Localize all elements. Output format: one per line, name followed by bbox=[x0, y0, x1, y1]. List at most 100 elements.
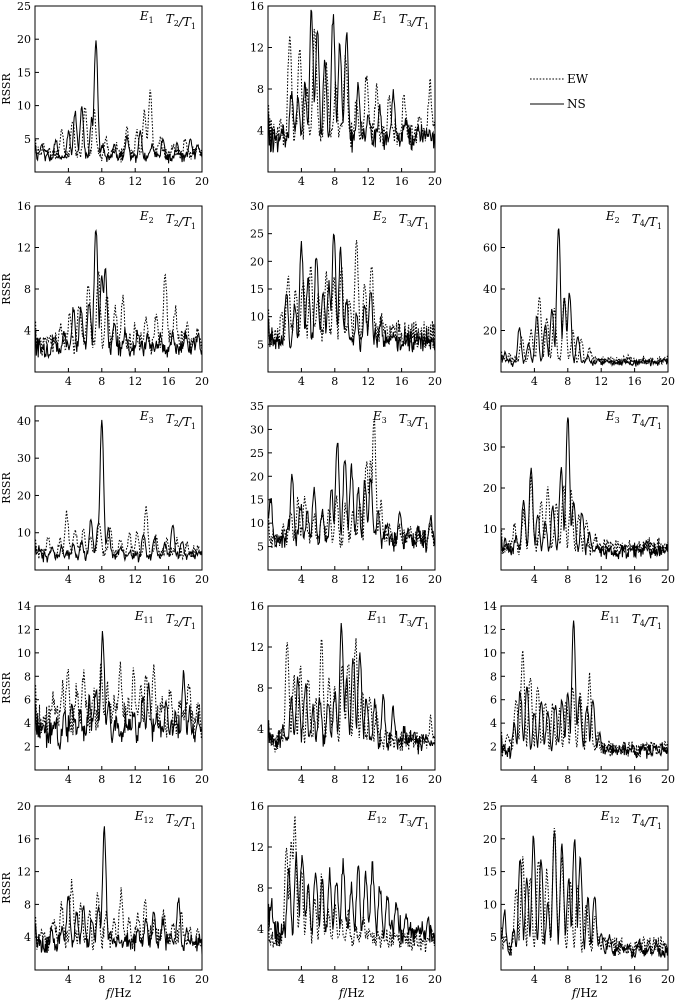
x-tick-label: 20 bbox=[428, 973, 442, 986]
legend-ns-label: NS bbox=[567, 97, 586, 111]
series-line-ew bbox=[35, 505, 203, 561]
x-tick-label: 20 bbox=[195, 773, 209, 786]
y-tick-label: 2 bbox=[24, 741, 31, 754]
series-line-ew bbox=[268, 638, 436, 753]
series-line-ns bbox=[501, 620, 669, 759]
x-tick-label: 20 bbox=[428, 573, 442, 586]
series-line-ns bbox=[501, 228, 669, 367]
x-tick-label: 16 bbox=[395, 573, 409, 586]
series-line-ns bbox=[35, 40, 203, 164]
panel-annotation: E12 T3/T1 bbox=[367, 809, 429, 831]
y-tick-label: 10 bbox=[483, 898, 497, 911]
x-tick-label: 12 bbox=[128, 773, 142, 786]
y-tick-label: 4 bbox=[257, 923, 264, 936]
y-tick-label: 35 bbox=[250, 400, 264, 413]
y-tick-label: 14 bbox=[17, 600, 31, 613]
x-tick-label: 4 bbox=[298, 773, 305, 786]
y-tick-label: 20 bbox=[483, 325, 497, 338]
y-tick-label: 5 bbox=[257, 541, 264, 554]
series-line-ns bbox=[35, 826, 203, 955]
y-tick-label: 12 bbox=[483, 623, 497, 636]
panel-annotation: E1 T2/T1 bbox=[139, 9, 196, 31]
y-tick-label: 16 bbox=[17, 833, 31, 846]
panel-annotation: E3 T3/T1 bbox=[372, 409, 429, 431]
plot-frame bbox=[34, 5, 203, 173]
legend-ew-label: EW bbox=[567, 72, 589, 86]
series-line-ew bbox=[268, 240, 436, 348]
x-tick-label: 12 bbox=[361, 573, 375, 586]
x-tick-label: 4 bbox=[531, 773, 538, 786]
x-tick-label: 4 bbox=[65, 973, 72, 986]
y-tick-label: 40 bbox=[483, 400, 497, 413]
x-tick-label: 20 bbox=[195, 973, 209, 986]
x-tick-label: 8 bbox=[98, 773, 105, 786]
y-axis-label: RSSR bbox=[0, 472, 13, 504]
y-tick-label: 10 bbox=[17, 647, 31, 660]
x-tick-label: 8 bbox=[98, 175, 105, 188]
x-tick-label: 8 bbox=[331, 375, 338, 388]
x-tick-label: 12 bbox=[128, 375, 142, 388]
series-line-ew bbox=[501, 476, 669, 558]
x-tick-label: 20 bbox=[428, 773, 442, 786]
y-tick-label: 20 bbox=[17, 489, 31, 502]
chart-panel: 2 4 6 8 10 12 14 4 8 12 16 20 E11 T4/T1 bbox=[483, 600, 675, 786]
y-tick-label: 10 bbox=[250, 517, 264, 530]
x-tick-label: 4 bbox=[298, 175, 305, 188]
y-tick-label: 20 bbox=[250, 470, 264, 483]
chart-panel: 5 10 15 20 25 30 35 4 8 12 16 20 E3 T3/T1 bbox=[250, 400, 442, 586]
x-tick-label: 12 bbox=[361, 973, 375, 986]
legend: EW NS bbox=[530, 72, 589, 111]
y-tick-label: 80 bbox=[483, 200, 497, 213]
y-tick-label: 10 bbox=[17, 527, 31, 540]
x-tick-label: 16 bbox=[162, 175, 176, 188]
x-tick-label: 20 bbox=[661, 375, 675, 388]
x-tick-label: 12 bbox=[361, 375, 375, 388]
y-tick-label: 20 bbox=[483, 482, 497, 495]
x-tick-label: 16 bbox=[628, 573, 642, 586]
x-tick-label: 20 bbox=[661, 773, 675, 786]
series-line-ew bbox=[268, 418, 436, 551]
series-line-ns bbox=[35, 630, 203, 750]
y-tick-label: 30 bbox=[483, 441, 497, 454]
x-tick-label: 16 bbox=[162, 973, 176, 986]
series-line-ew bbox=[501, 650, 669, 759]
y-tick-label: 40 bbox=[17, 415, 31, 428]
y-tick-label: 20 bbox=[17, 800, 31, 813]
panel-annotation: E3 T4/T1 bbox=[605, 409, 662, 431]
plot-frame bbox=[267, 405, 436, 571]
x-tick-label: 8 bbox=[331, 773, 338, 786]
y-tick-label: 4 bbox=[490, 717, 497, 730]
panel-annotation: E12 T4/T1 bbox=[600, 809, 662, 831]
y-tick-label: 10 bbox=[250, 311, 264, 324]
y-tick-label: 8 bbox=[24, 898, 31, 911]
series-line-ew bbox=[268, 815, 436, 953]
y-tick-label: 2 bbox=[490, 741, 497, 754]
chart-panel: 5 10 15 20 25 30 4 8 12 16 20 E2 T3/T1 bbox=[250, 200, 442, 388]
y-tick-label: 4 bbox=[24, 717, 31, 730]
y-tick-label: 10 bbox=[483, 647, 497, 660]
y-tick-label: 10 bbox=[17, 100, 31, 113]
panel-annotation: E12 T2/T1 bbox=[134, 809, 196, 831]
chart-panel: 4 8 12 16 4 8 12 16 20 E12 T3/T1 f/Hz bbox=[250, 800, 442, 1000]
series-line-ns bbox=[268, 622, 436, 755]
panel-annotation: E3 T2/T1 bbox=[139, 409, 196, 431]
y-tick-label: 15 bbox=[483, 866, 497, 879]
y-tick-label: 8 bbox=[257, 882, 264, 895]
y-tick-label: 25 bbox=[483, 800, 497, 813]
x-tick-label: 20 bbox=[661, 573, 675, 586]
y-axis-label: RSSR bbox=[0, 672, 13, 704]
y-tick-label: 25 bbox=[17, 0, 31, 13]
y-tick-label: 12 bbox=[250, 641, 264, 654]
x-tick-label: 16 bbox=[162, 375, 176, 388]
y-tick-label: 16 bbox=[250, 600, 264, 613]
plot-frame bbox=[500, 205, 669, 373]
x-tick-label: 4 bbox=[65, 175, 72, 188]
y-tick-label: 25 bbox=[250, 228, 264, 241]
y-tick-label: 8 bbox=[257, 682, 264, 695]
x-tick-label: 4 bbox=[298, 375, 305, 388]
series-line-ns bbox=[268, 442, 436, 553]
x-tick-label: 16 bbox=[395, 973, 409, 986]
panel-annotation: E2 T4/T1 bbox=[605, 209, 662, 231]
x-tick-label: 12 bbox=[361, 773, 375, 786]
x-tick-label: 20 bbox=[428, 375, 442, 388]
